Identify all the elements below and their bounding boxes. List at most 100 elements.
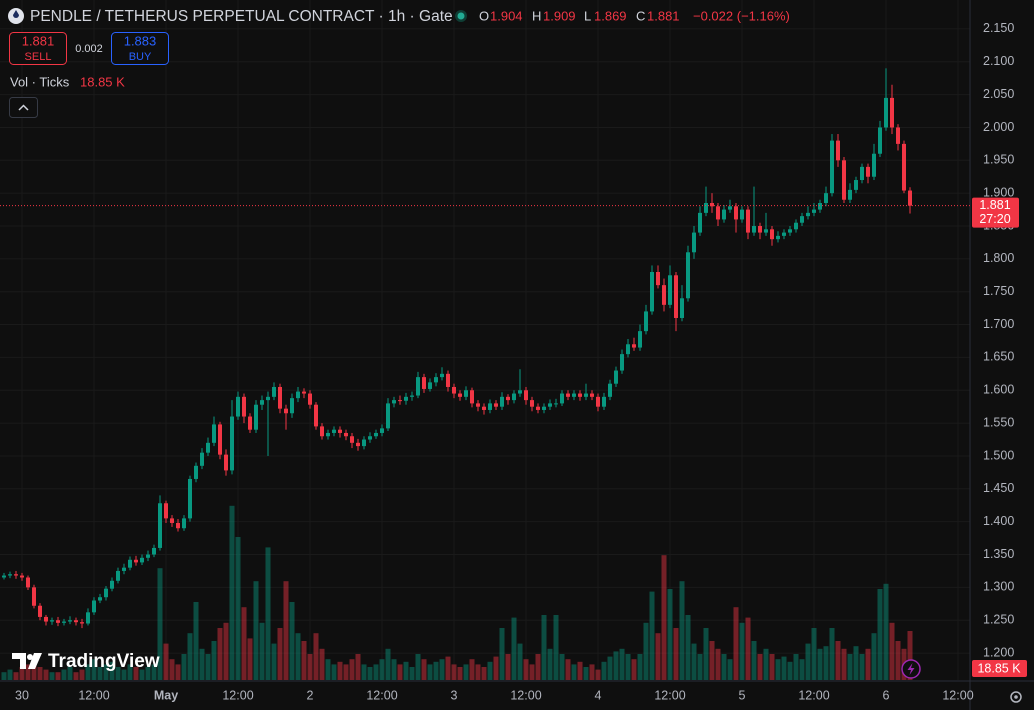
candle-body	[734, 206, 739, 220]
collapse-icon[interactable]	[18, 104, 29, 111]
y-tick-label: 1.300	[983, 580, 1014, 594]
y-tick-label: 1.400	[983, 514, 1014, 528]
candle-body	[44, 616, 49, 622]
volume-bar	[121, 669, 127, 680]
candle-body	[488, 403, 493, 410]
sell-button[interactable]	[9, 32, 67, 65]
candle-body	[308, 393, 313, 405]
x-tick-label: 12:00	[654, 688, 685, 702]
volume-bar	[487, 661, 493, 680]
sell-price[interactable]: 1.881	[22, 33, 55, 48]
candle-body	[560, 393, 565, 404]
y-tick-label: 1.800	[983, 251, 1014, 265]
volume-bar	[829, 628, 835, 680]
candle-body	[344, 432, 349, 437]
volume-bar	[13, 672, 19, 680]
candle-body	[740, 209, 745, 220]
volume-bar	[685, 615, 691, 680]
volume-bar	[667, 589, 673, 680]
volume-bar	[601, 661, 607, 680]
candle-body	[38, 605, 43, 617]
volume-bar	[133, 667, 139, 680]
candle-body	[758, 226, 763, 233]
volume-title: Vol · Ticks	[10, 74, 70, 89]
buy-price[interactable]: 1.883	[124, 33, 157, 48]
volume-bar	[421, 659, 427, 680]
volume-bar	[325, 659, 331, 680]
symbol-title: PENDLE / TETHERUS PERPETUAL CONTRACT · 1…	[30, 8, 453, 25]
buy-button[interactable]	[111, 32, 169, 65]
candle-body	[692, 232, 697, 253]
volume-bar	[847, 654, 853, 680]
sell-label[interactable]: SELL	[25, 51, 52, 63]
candle-body	[884, 97, 889, 128]
volume-bar	[769, 654, 775, 680]
candle-body	[410, 395, 415, 397]
x-tick-label: 12:00	[510, 688, 541, 702]
volume-bar	[889, 622, 895, 680]
volume-bar	[775, 659, 781, 680]
candle-body	[638, 331, 643, 348]
candle-body	[32, 587, 37, 606]
candle-body	[752, 226, 757, 233]
y-tick-label: 2.100	[983, 54, 1014, 68]
candle-body	[464, 390, 469, 397]
y-tick-label: 1.200	[983, 645, 1014, 659]
candle-body	[134, 559, 139, 563]
candle-body	[854, 180, 859, 190]
volume-bar	[475, 664, 481, 680]
buy-label[interactable]: BUY	[129, 51, 152, 63]
settings-icon[interactable]	[1010, 691, 1022, 703]
volume-bar	[253, 581, 259, 680]
volume-bar	[19, 667, 25, 680]
volume-bar	[463, 664, 469, 680]
volume-bar	[301, 641, 307, 680]
x-tick-label: 4	[595, 688, 602, 702]
candle-body	[836, 140, 841, 161]
volume-bar	[127, 664, 133, 680]
candle-body	[818, 203, 823, 210]
y-tick-label: 1.650	[983, 350, 1014, 364]
candle-body	[248, 416, 253, 430]
candle-body	[566, 393, 571, 397]
settings-icon[interactable]	[1014, 695, 1018, 699]
candle-body	[656, 272, 661, 286]
volume-bar	[751, 641, 757, 680]
candle-body	[452, 386, 457, 394]
replay-icon[interactable]	[907, 663, 915, 675]
volume-bar	[61, 669, 67, 680]
volume-bar	[835, 641, 841, 680]
volume-bar	[583, 667, 589, 680]
volume-bar	[7, 669, 13, 680]
volume-bar	[1, 672, 7, 680]
candle-body	[788, 229, 793, 233]
volume-bar	[643, 622, 649, 680]
candle-body	[518, 390, 523, 394]
candle-body	[716, 206, 721, 220]
volume-bar	[535, 654, 541, 680]
candle-body	[800, 216, 805, 223]
volume-bar	[181, 654, 187, 680]
x-tick-label: 12:00	[798, 688, 829, 702]
volume-bar	[97, 667, 103, 680]
volume-bar	[853, 646, 859, 680]
candle-body	[296, 391, 301, 399]
volume-bar	[865, 648, 871, 680]
candle-body	[470, 390, 475, 404]
candle-body	[278, 386, 283, 409]
volume-bar	[523, 659, 529, 680]
volume-bar	[373, 664, 379, 680]
collapse-button[interactable]	[9, 97, 38, 118]
volume-bar	[511, 617, 517, 680]
candle-body	[116, 570, 121, 581]
volume-bar	[559, 654, 565, 680]
volume-bar	[553, 615, 559, 680]
volume-bar	[313, 633, 319, 680]
volume-bar	[595, 669, 601, 680]
candle-body	[536, 406, 541, 410]
candle-body	[56, 620, 61, 623]
volume-bar	[469, 659, 475, 680]
candle-body	[2, 575, 7, 578]
